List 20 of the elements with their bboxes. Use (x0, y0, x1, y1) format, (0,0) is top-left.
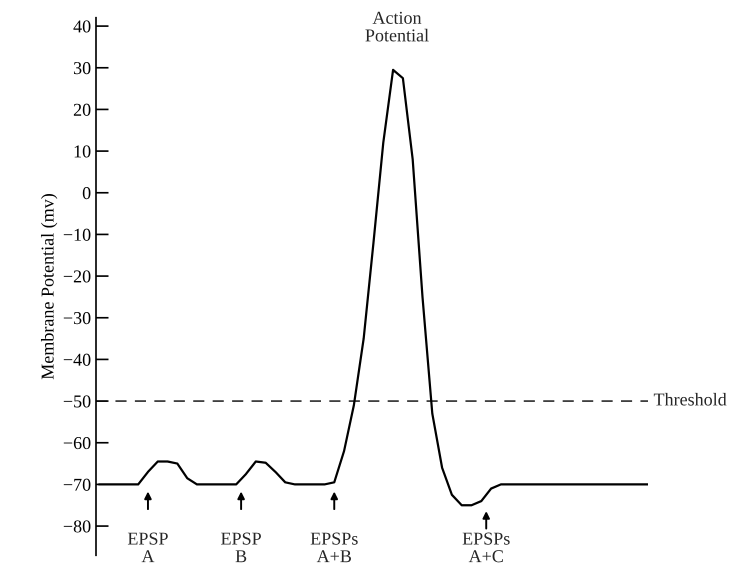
y-tick-label: −40 (64, 354, 90, 366)
y-tick-label: 20 (74, 104, 90, 116)
y-tick-label: 30 (74, 62, 90, 74)
annotation: EPSP A (128, 532, 168, 562)
annotation: EPSPs A+B (310, 532, 358, 562)
y-tick-label: −30 (64, 312, 90, 324)
annotation: Action Potential (365, 12, 429, 42)
y-tick-label: 40 (73, 20, 90, 33)
y-tick-label: −50 (64, 395, 90, 408)
y-tick-label: −20 (64, 270, 90, 283)
y-axis-title: Membrane Potential (mv) (40, 194, 58, 380)
y-tick-label: −60 (64, 437, 90, 450)
y-tick-label: −70 (64, 478, 90, 491)
y-tick-label: −10 (64, 228, 90, 241)
annotation: EPSPs A+C (462, 532, 510, 562)
y-tick-label: 0 (82, 187, 90, 200)
y-tick-label: −80 (64, 520, 90, 533)
ref-line-label: Threshold (654, 392, 727, 406)
y-tick-label: 10 (74, 145, 90, 158)
annotation: EPSP B (221, 532, 261, 562)
